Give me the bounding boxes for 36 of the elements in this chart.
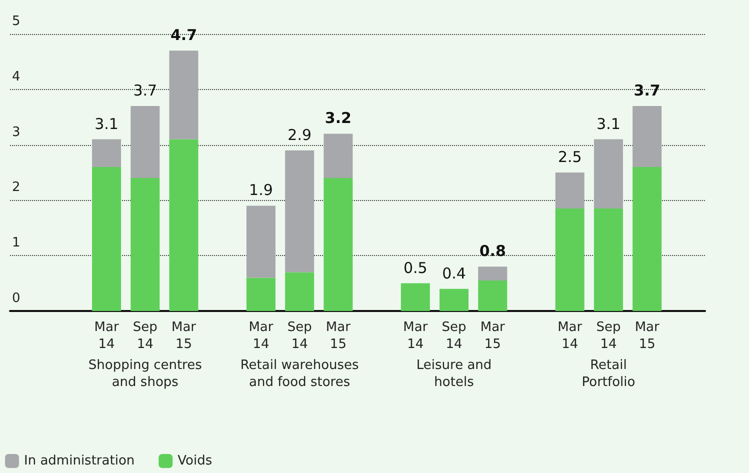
y-tick-label: 3 bbox=[12, 124, 20, 140]
total-label: 0.8 bbox=[479, 242, 506, 260]
text: Leisure and hotels bbox=[416, 358, 492, 390]
legend-label: Voids bbox=[178, 454, 212, 468]
y-tick-label: 2 bbox=[12, 180, 20, 196]
x-tick-label: Mar 14 bbox=[248, 320, 274, 352]
text: Retail Portfolio bbox=[582, 358, 636, 390]
total-label: 3.1 bbox=[94, 114, 118, 133]
total-label: 3.7 bbox=[133, 82, 158, 100]
x-tick-label: Sep 14 bbox=[596, 320, 621, 352]
total-label: 1.9 bbox=[249, 181, 273, 200]
y-tick-label: 0 bbox=[12, 291, 20, 306]
y-tick-label: 4 bbox=[12, 69, 20, 84]
total-label: 4.7 bbox=[170, 26, 198, 44]
total-label: 0.4 bbox=[442, 264, 466, 282]
x-tick-label: Sep 14 bbox=[287, 320, 312, 352]
text: Shopping centres and shops bbox=[88, 358, 202, 390]
total-label: 2.9 bbox=[288, 126, 312, 144]
text: Retail warehouses and food stores bbox=[240, 358, 360, 390]
total-label: 2.5 bbox=[558, 148, 582, 166]
y-tick-label: 5 bbox=[12, 14, 20, 29]
x-tick-label: Sep 14 bbox=[132, 320, 158, 352]
total-label: 3.2 bbox=[324, 109, 352, 128]
total-label: 3.7 bbox=[634, 82, 660, 100]
total-label: 3.1 bbox=[596, 114, 620, 133]
legend-label: In administration bbox=[24, 454, 135, 468]
x-tick-label: Mar 14 bbox=[403, 320, 428, 352]
x-tick-label: Mar 14 bbox=[558, 320, 583, 352]
x-tick-label: Mar 15 bbox=[326, 320, 352, 352]
x-tick-label: Mar 15 bbox=[634, 320, 660, 352]
x-tick-label: Mar 14 bbox=[94, 320, 120, 352]
x-tick-label: Mar 15 bbox=[171, 320, 197, 352]
x-tick-label: Mar 15 bbox=[480, 320, 506, 352]
x-tick-label: Sep 14 bbox=[442, 320, 466, 352]
y-tick-label: 1 bbox=[12, 236, 20, 251]
total-label: 0.5 bbox=[403, 258, 428, 277]
